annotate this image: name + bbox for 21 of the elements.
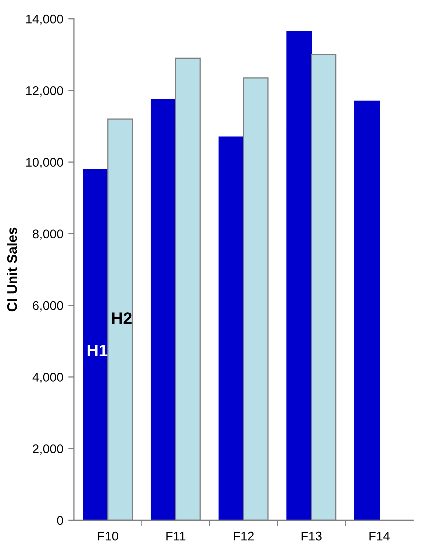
bar [218,136,244,520]
y-tick-label: 2,000 [33,444,64,455]
y-tick-label: 14,000 [26,14,64,26]
x-tick-label: F14 [370,532,390,541]
bar [286,31,312,520]
x-tick-label: F13 [302,532,322,541]
x-tick-label: F10 [98,532,118,541]
series-label: H2 [112,312,132,324]
y-tick-label: 6,000 [33,301,64,312]
y-tick-label: 8,000 [33,230,64,240]
y-axis-title: CI Unit Sales [7,228,18,312]
y-tick-label: 10,000 [26,158,64,168]
bar [150,99,177,520]
bar [354,100,380,520]
x-tick-label: F11 [166,532,186,541]
bar [83,168,109,520]
y-tick-label: 0 [57,516,64,526]
y-tick-label: 12,000 [26,86,64,97]
y-tick-label: 4,000 [32,373,64,384]
series-label: H1 [88,344,108,356]
x-tick-label: F12 [234,532,254,541]
